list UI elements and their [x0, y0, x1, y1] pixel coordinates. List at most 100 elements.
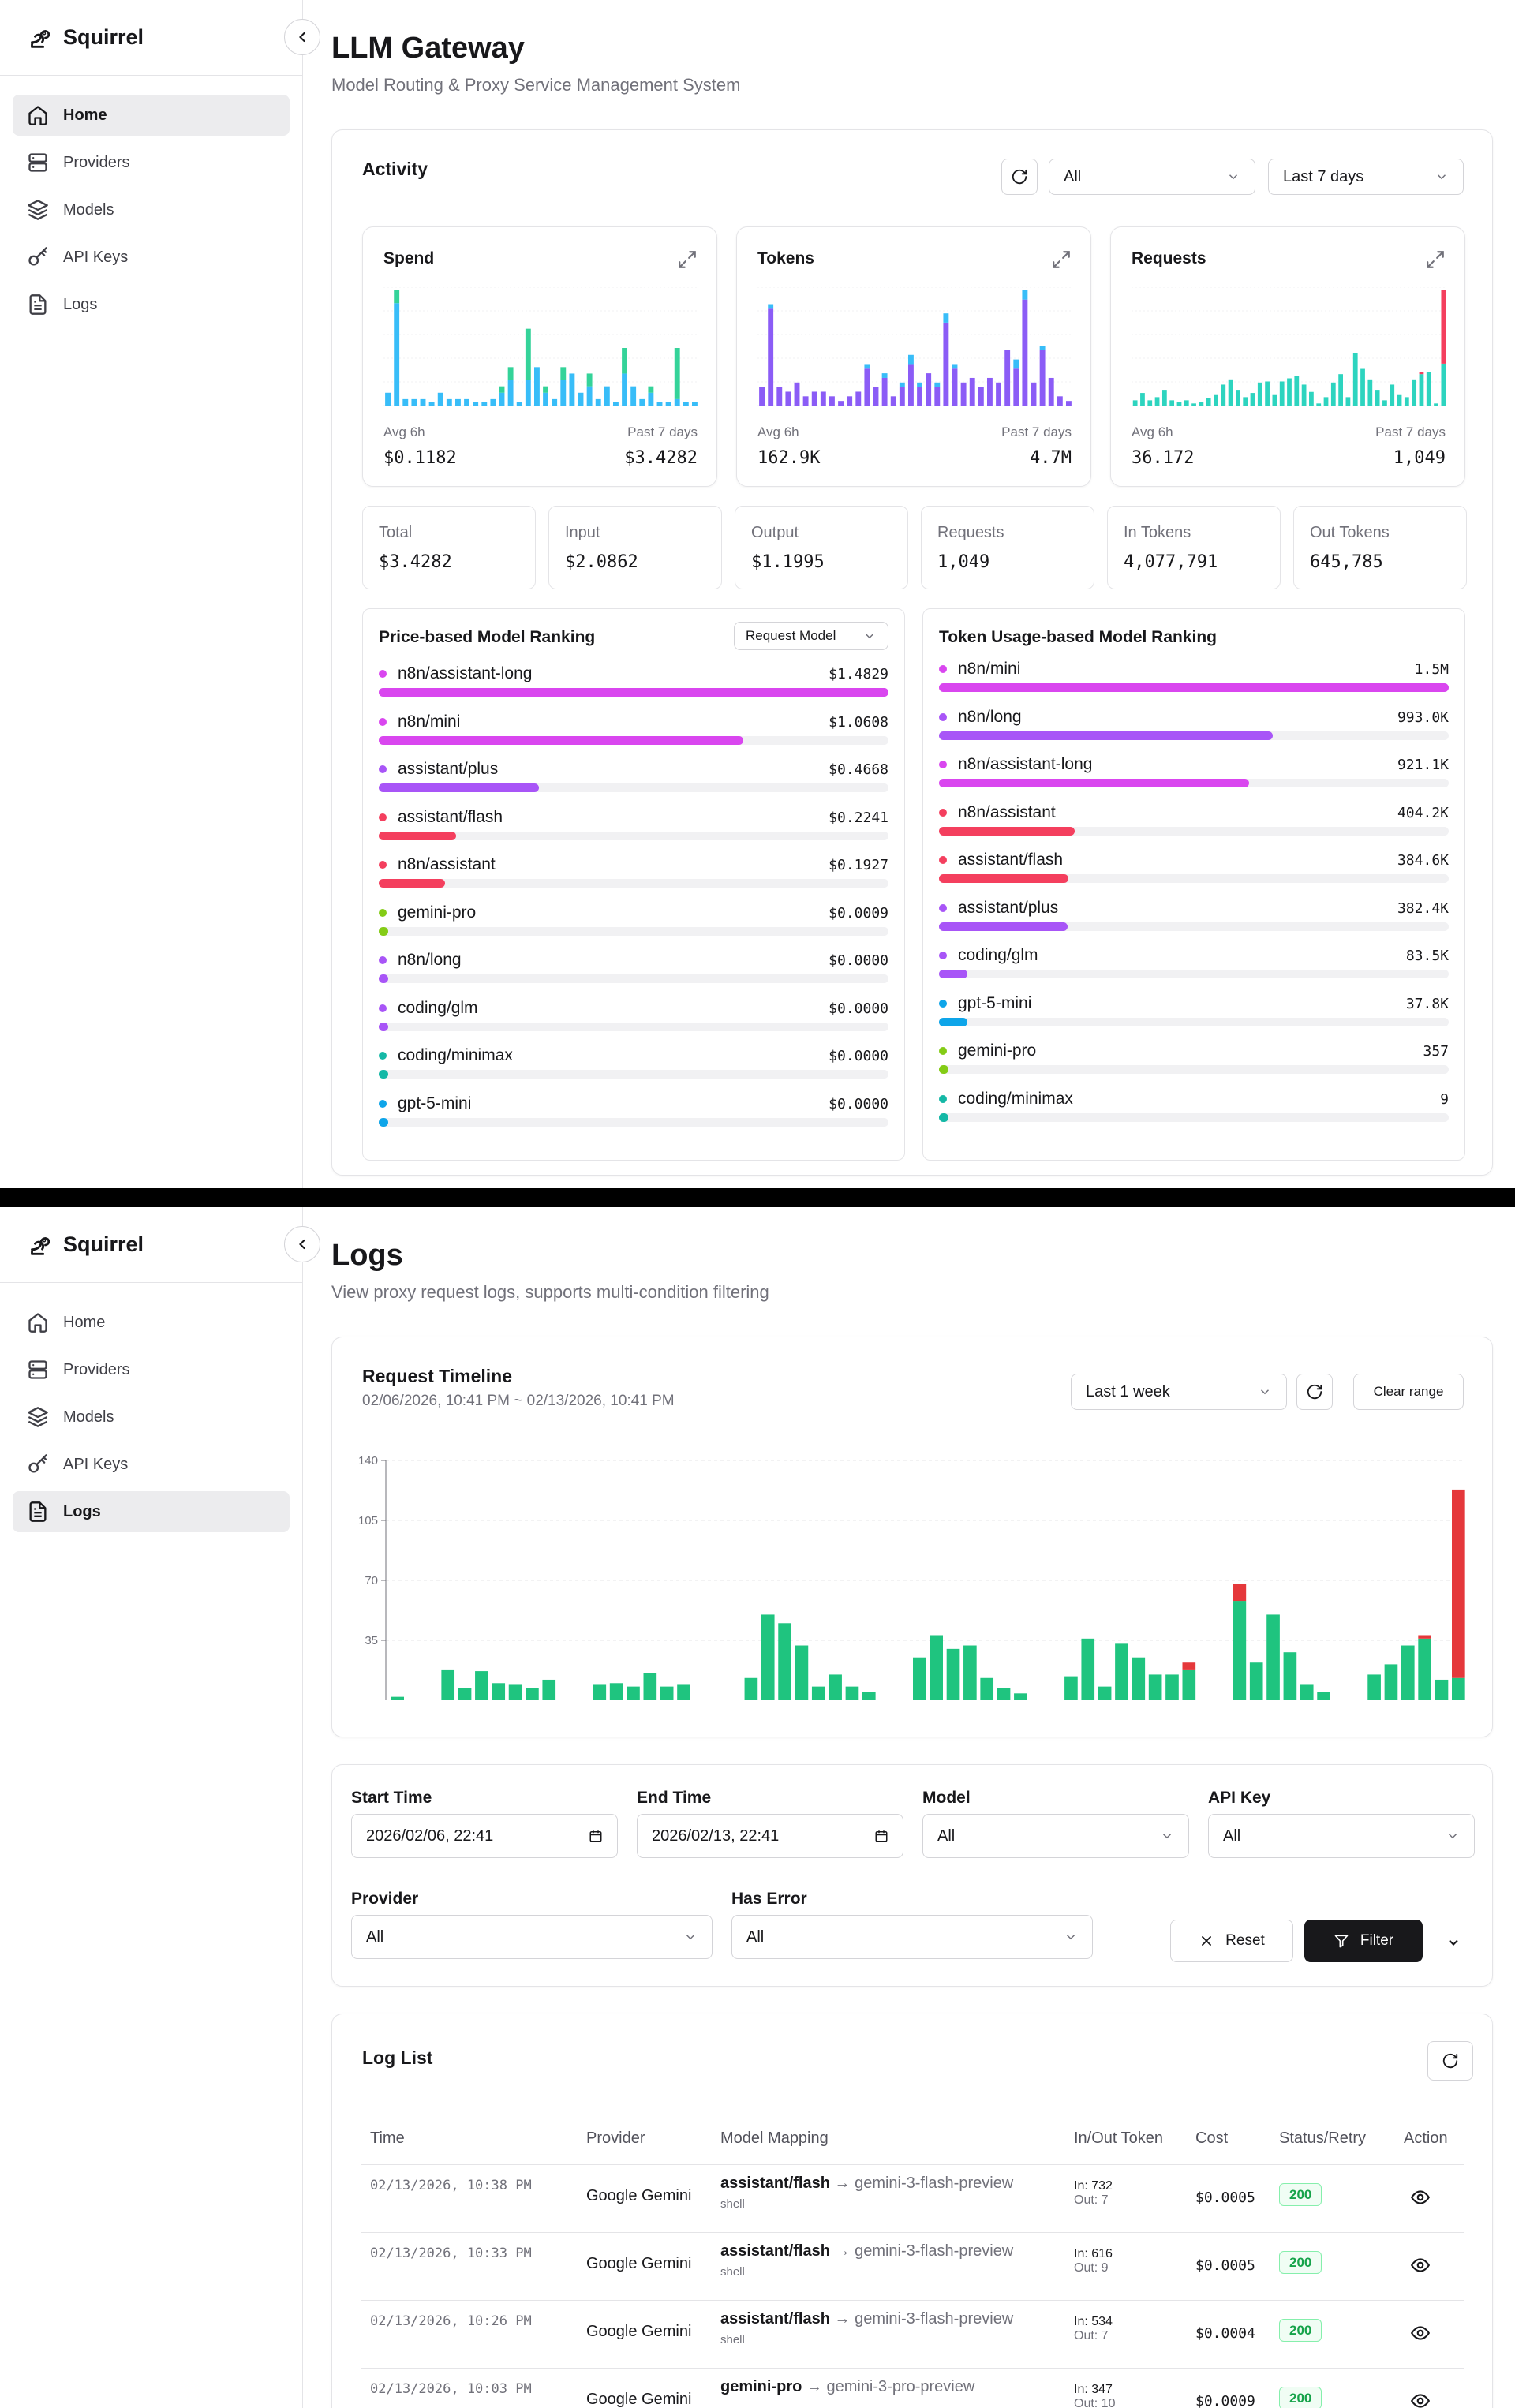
- expand-icon[interactable]: [1051, 249, 1072, 270]
- bar-segment: [1039, 346, 1046, 350]
- model-filter-select[interactable]: All: [922, 1814, 1189, 1858]
- bar: [648, 392, 654, 406]
- ranking-name: coding/glm: [939, 946, 1038, 965]
- sidebar-item-logs[interactable]: Logs: [13, 1491, 290, 1532]
- success-bar: [1435, 1679, 1449, 1700]
- spend-avg-label: Avg 6h: [383, 424, 425, 439]
- ranking-track: [379, 831, 888, 840]
- bar: [595, 398, 601, 406]
- sidebar-item-models[interactable]: Models: [13, 1397, 290, 1438]
- model-filter-select[interactable]: All: [1049, 159, 1255, 195]
- sidebar-item-api-keys[interactable]: API Keys: [13, 1444, 290, 1485]
- expand-icon[interactable]: [1425, 249, 1446, 270]
- view-log-button[interactable]: [1410, 2187, 1431, 2212]
- sidebar-item-label: API Keys: [63, 248, 129, 266]
- success-bar: [609, 1683, 623, 1700]
- log-cost: $0.0004: [1195, 2324, 1255, 2343]
- ranking-row: gpt-5-mini $0.0000: [379, 1094, 888, 1142]
- bar: [1162, 390, 1167, 406]
- stat-value: $2.0862: [565, 552, 638, 572]
- legend-dot: [379, 908, 387, 917]
- provider-filter-select[interactable]: All: [351, 1915, 713, 1959]
- start-time-input[interactable]: 2026/02/06, 22:41: [351, 1814, 618, 1858]
- date-range-select[interactable]: Last 7 days: [1268, 159, 1464, 195]
- log-list-card: Log List Time Provider Model Mapping In/…: [331, 2014, 1493, 2408]
- expand-filters-button[interactable]: [1442, 1931, 1465, 1954]
- chevron-down-icon: [1066, 1935, 1075, 1940]
- table-row[interactable]: 02/13/2026, 10:33 PM Google Gemini assista…: [361, 2232, 1464, 2300]
- stat-label: Total: [379, 524, 413, 541]
- log-list-refresh-button[interactable]: [1427, 2041, 1473, 2081]
- has-error-filter-select[interactable]: All: [731, 1915, 1093, 1959]
- bar: [490, 398, 496, 406]
- expand-icon[interactable]: [677, 249, 698, 270]
- api-key-filter-select[interactable]: All: [1208, 1814, 1475, 1858]
- log-tokens: In: 732 Out: 7: [1074, 2179, 1113, 2208]
- tokens-avg-label: Avg 6h: [758, 424, 799, 439]
- log-tokens-text: In: 732: [1074, 2179, 1113, 2193]
- stat-value: 645,785: [1310, 552, 1383, 572]
- sidebar-item-home[interactable]: Home: [13, 95, 290, 136]
- bar: [917, 387, 922, 406]
- table-row[interactable]: 02/13/2026, 10:38 PM Google Gemini assista…: [361, 2164, 1464, 2232]
- brand[interactable]: Squirrel: [0, 0, 302, 76]
- provider-filter-value: All: [366, 1928, 384, 1946]
- sidebar-item-providers[interactable]: Providers: [13, 1349, 290, 1390]
- ranking-name: assistant/plus: [939, 899, 1058, 918]
- refresh-button[interactable]: [1001, 159, 1038, 195]
- ranking-bar: [939, 731, 1274, 740]
- ranking-track: [379, 1022, 888, 1031]
- sidebar-item-providers[interactable]: Providers: [13, 142, 290, 183]
- error-bar: [1452, 1489, 1465, 1678]
- reset-button[interactable]: Reset: [1170, 1920, 1293, 1962]
- ranking-name: n8n/mini: [379, 712, 460, 731]
- model-name: n8n/assistant-long: [398, 664, 533, 682]
- token-ranking-title: Token Usage-based Model Ranking: [939, 628, 1218, 646]
- clear-range-button[interactable]: Clear range: [1353, 1374, 1464, 1410]
- model-name: n8n/mini: [958, 660, 1021, 678]
- sidebar-item-home[interactable]: Home: [13, 1302, 290, 1343]
- tokens-chart: [758, 287, 1073, 406]
- ranking-track: [379, 735, 888, 745]
- bar: [516, 402, 522, 406]
- table-row[interactable]: 02/13/2026, 10:03 PM Google Gemini gemini-…: [361, 2368, 1464, 2408]
- success-bar: [1384, 1664, 1398, 1700]
- brand[interactable]: Squirrel: [0, 1207, 302, 1283]
- table-row[interactable]: 02/13/2026, 10:26 PM Google Gemini assista…: [361, 2300, 1464, 2368]
- view-log-button[interactable]: [1410, 2255, 1431, 2279]
- ranking-value: 9: [1440, 1090, 1449, 1108]
- ranking-value: 404.2K: [1397, 804, 1449, 821]
- sidebar-collapse-button[interactable]: [284, 1226, 320, 1262]
- success-bar: [1283, 1652, 1297, 1700]
- success-bar: [475, 1671, 488, 1700]
- ranking-value: 357: [1423, 1043, 1449, 1060]
- sidebar-collapse-button[interactable]: [284, 19, 320, 55]
- tokens-past-value: 4.7M: [1030, 448, 1072, 468]
- sidebar-item-api-keys[interactable]: API Keys: [13, 237, 290, 278]
- bar: [943, 322, 949, 406]
- bar: [1426, 372, 1431, 406]
- view-log-button[interactable]: [1410, 2323, 1431, 2347]
- bar: [969, 377, 975, 406]
- chevron-down-icon: [1260, 1389, 1270, 1395]
- bar: [1206, 398, 1211, 406]
- layers-icon: [28, 200, 48, 220]
- view-log-button[interactable]: [1410, 2391, 1431, 2408]
- bar: [1279, 381, 1285, 406]
- ranking-sort-select[interactable]: Request Model: [734, 622, 888, 650]
- main-content: Logs View proxy request logs, supports m…: [331, 1207, 1493, 2408]
- success-bar: [391, 1696, 404, 1700]
- bar: [1375, 390, 1380, 406]
- bar-segment: [768, 304, 774, 309]
- filter-button[interactable]: Filter: [1304, 1920, 1423, 1962]
- stat-value: $3.4282: [379, 552, 452, 572]
- sidebar-item-models[interactable]: Models: [13, 189, 290, 230]
- bar-segment: [525, 328, 531, 380]
- success-bar: [1452, 1677, 1465, 1700]
- timeline-range-select[interactable]: Last 1 week: [1071, 1374, 1287, 1410]
- sidebar-item-logs[interactable]: Logs: [13, 284, 290, 325]
- success-bar: [845, 1686, 859, 1700]
- timeline-refresh-button[interactable]: [1296, 1374, 1333, 1410]
- end-time-input[interactable]: 2026/02/13, 22:41: [637, 1814, 903, 1858]
- bar: [543, 392, 548, 406]
